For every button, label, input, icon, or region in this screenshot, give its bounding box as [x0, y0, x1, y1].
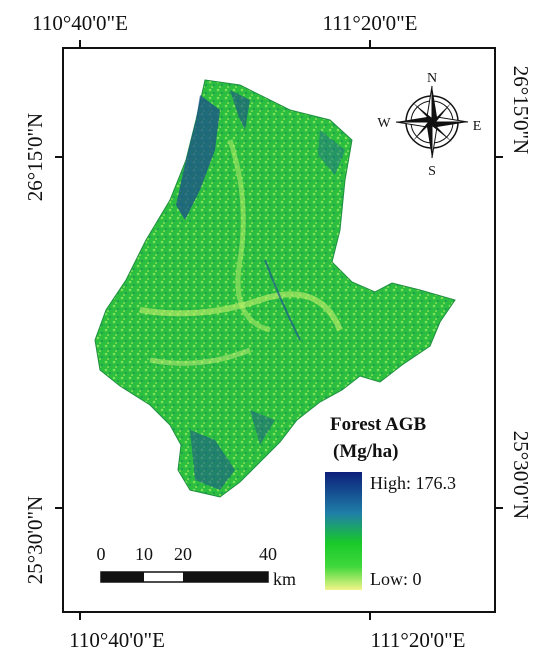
- bottom-coord-label: 110°40'0"E: [69, 628, 165, 652]
- bottom-coord-label: 111°20'0"E: [370, 628, 465, 652]
- top-coord-label: 111°20'0"E: [322, 11, 417, 35]
- scale-label: 40: [259, 544, 277, 564]
- forest-region: [94, 79, 456, 498]
- compass-east: E: [473, 119, 482, 134]
- right-coord-label: 25°30'0"N: [509, 431, 533, 519]
- scale-label: 20: [174, 544, 192, 564]
- compass-south: S: [428, 164, 436, 179]
- right-coord-label: 26°15'0"N: [509, 66, 533, 154]
- legend-color-ramp: [325, 472, 362, 590]
- compass-rose: [395, 85, 469, 159]
- scale-label: 10: [135, 544, 153, 564]
- left-coord-label: 26°15'0"N: [23, 113, 47, 201]
- legend-unit: (Mg/ha): [333, 441, 398, 462]
- frame-ticks: [55, 40, 503, 620]
- scale-bar: [100, 571, 269, 583]
- scale-unit: km: [273, 569, 296, 589]
- legend-title: Forest AGB: [330, 414, 427, 435]
- compass-west: W: [377, 116, 391, 131]
- compass-north: N: [427, 71, 437, 86]
- left-coord-label: 25°30'0"N: [23, 496, 47, 584]
- legend-high: High: 176.3: [370, 473, 456, 493]
- top-coord-label: 110°40'0"E: [32, 11, 128, 35]
- scale-label: 0: [97, 544, 106, 564]
- legend-low: Low: 0: [370, 569, 422, 589]
